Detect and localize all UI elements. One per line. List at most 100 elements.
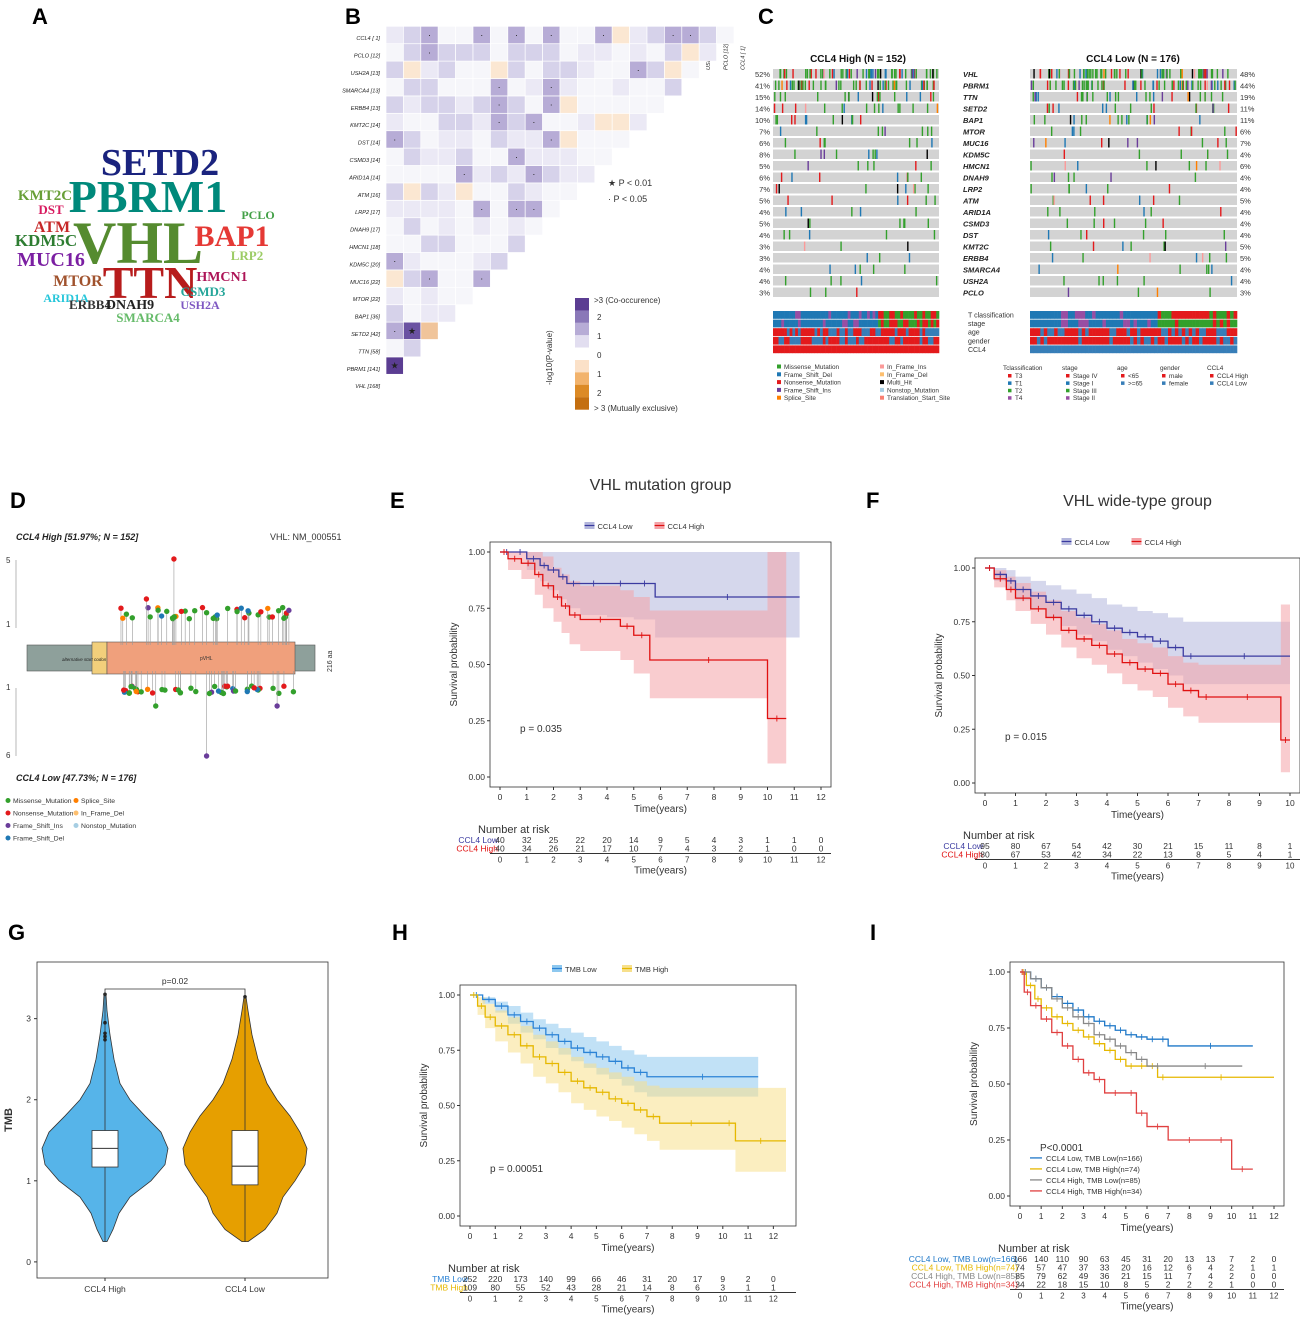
clinical-cell (781, 311, 785, 319)
clinical-cell (1181, 345, 1186, 354)
heatmap-cell (577, 165, 596, 184)
mutation-bar (1193, 69, 1196, 79)
risk-value: 15 (1079, 1280, 1089, 1290)
risk-value: 21 (1163, 841, 1173, 851)
clinical-cell (1150, 319, 1155, 328)
mutation-bar (830, 276, 832, 286)
clinical-cell (806, 345, 810, 354)
clinical-cell (1181, 336, 1186, 345)
mutation-bar (1156, 69, 1159, 79)
risk-x-tick: 7 (645, 1295, 650, 1304)
risk-value: 57 (1036, 1263, 1046, 1273)
heatmap-cell (385, 199, 404, 219)
row-gene-label: LRP2 [17] (355, 210, 380, 216)
clinical-legend-header: CCL4 (1207, 365, 1224, 372)
clinical-legend-swatch (1121, 381, 1125, 385)
x-tick-label: 2 (1060, 1211, 1065, 1221)
mutation-bar (1227, 69, 1229, 79)
mutation-bar (895, 69, 897, 79)
clinical-cell (1119, 328, 1124, 336)
mutation-percent: 5% (1240, 197, 1251, 206)
mutation-bar (829, 69, 831, 79)
mutation-bar (1140, 80, 1142, 90)
x-tick-label: 3 (1074, 798, 1079, 808)
clinical-cell (1112, 345, 1117, 354)
clinical-cell (867, 336, 871, 345)
risk-value: 109 (463, 1283, 477, 1293)
mutation-bar (935, 276, 938, 286)
risk-value: 20 (1163, 1254, 1173, 1264)
mutation-bar (1125, 69, 1127, 79)
clinical-cell (1209, 319, 1214, 328)
clinical-cell (911, 328, 915, 336)
x-tick-label: 1 (1039, 1211, 1044, 1221)
risk-x-label: Time(years) (1111, 872, 1164, 883)
mutation-bar (905, 184, 907, 194)
mutation-bar (1138, 195, 1141, 205)
x-axis-label: Time(years) (1121, 1223, 1174, 1234)
variant-legend-swatch (880, 395, 884, 400)
clinical-cell (844, 328, 848, 336)
y-axis-label: Survival probability (419, 1064, 430, 1148)
clinical-cell (1061, 328, 1065, 336)
risk-row-label: CCL4 Low, TMB High(n=74) (912, 1263, 1019, 1273)
mutation-bar (908, 138, 911, 148)
mutation-bar (1101, 80, 1103, 90)
clinical-cell (1064, 311, 1069, 319)
wordcloud-word: MUC16 (17, 249, 85, 271)
x-tick-label: 5 (594, 1231, 599, 1241)
risk-value: 34 (522, 844, 532, 854)
mutation-bar (1209, 253, 1211, 263)
clinical-cell (1140, 345, 1145, 354)
mutation-bar (1037, 92, 1039, 102)
mutation-bar (805, 115, 808, 125)
heatmap-cell (646, 43, 665, 62)
clinical-legend-swatch (1162, 381, 1166, 385)
mutation-bar (791, 115, 793, 125)
clinical-cell (889, 336, 893, 345)
clinical-cell (1047, 319, 1051, 328)
clinical-cell (822, 336, 826, 345)
clinical-cell (897, 345, 901, 354)
heatmap-cell (455, 269, 474, 288)
clinical-cell (1033, 319, 1038, 328)
mutation-bar (1049, 80, 1051, 90)
clinical-cell (1192, 319, 1196, 328)
risk-x-tick: 4 (605, 856, 610, 865)
heatmap-cell (490, 130, 509, 149)
risk-value: 8 (1123, 1280, 1128, 1290)
lollipop-head (123, 611, 130, 617)
wordcloud-word: ARID1A (43, 291, 89, 305)
clinical-cell (781, 328, 785, 336)
clinical-cell (1057, 311, 1062, 319)
clinical-cell (811, 319, 815, 328)
clinical-cell (1199, 328, 1203, 336)
clinical-cell (1085, 319, 1089, 328)
lollipop-head (281, 615, 287, 621)
mutation-percent: 52% (755, 70, 770, 79)
clinical-cell (1154, 311, 1158, 319)
row-gene-label: SMARCA4 [13] (342, 88, 380, 94)
clinical-legend-swatch (1066, 381, 1070, 385)
mutation-bar (1199, 80, 1202, 90)
clinical-cell (872, 336, 876, 345)
clinical-cell (903, 345, 907, 354)
clinical-cell (1078, 319, 1083, 328)
clinical-cell (814, 336, 818, 345)
clinical-cell (800, 311, 804, 319)
clinical-cell (1116, 345, 1120, 354)
clinical-cell (803, 345, 807, 354)
lollipop-legend-label: Frame_Shift_Ins (13, 823, 63, 830)
heatmap-cell (542, 199, 561, 219)
mutation-bar (1159, 69, 1162, 79)
risk-value: 43 (566, 1283, 576, 1293)
risk-value: 46 (617, 1274, 627, 1284)
clinical-cell (1036, 319, 1041, 328)
heatmap-cell (420, 95, 439, 114)
lollipop-head (178, 608, 185, 615)
clinical-cell (856, 319, 860, 328)
heatmap-cell (524, 43, 543, 62)
heatmap-cell (611, 60, 630, 79)
heatmap-cell (472, 182, 491, 201)
survival-curve (985, 567, 1290, 657)
